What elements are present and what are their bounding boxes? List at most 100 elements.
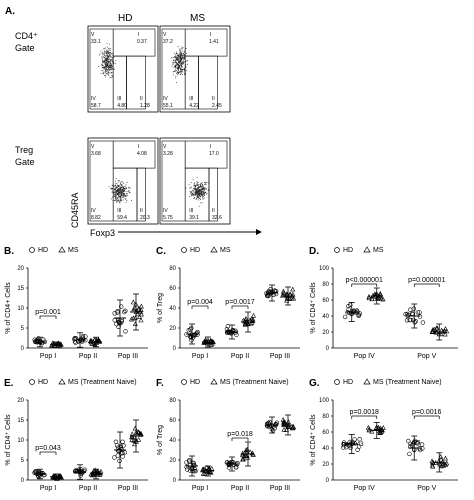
flow-event-dot <box>200 195 202 196</box>
flow-event-dot <box>108 63 110 65</box>
flow-event-dot <box>177 74 178 76</box>
flow-event-dot <box>175 75 177 77</box>
flow-event-dot <box>107 70 109 72</box>
flow-event-dot <box>110 188 111 190</box>
flow-event-dot <box>114 189 116 191</box>
data-point-hd <box>408 317 413 323</box>
flow-event-dot <box>181 54 182 55</box>
flow-event-dot <box>181 54 183 56</box>
flow-event-dot <box>112 59 113 61</box>
flow-event-dot <box>109 69 110 71</box>
flow-event-dot <box>110 65 112 66</box>
flow-event-dot <box>112 75 114 76</box>
flow-event-dot <box>193 187 195 189</box>
flow-event-dot <box>112 66 113 68</box>
flow-event-dot <box>182 58 184 60</box>
flow-event-dot <box>102 48 104 50</box>
flow-event-dot <box>119 186 121 188</box>
flow-event-dot <box>122 191 124 193</box>
data-point-hd <box>224 327 230 332</box>
gate-ii-value: 32.6 <box>212 215 222 221</box>
flow-event-dot <box>104 61 106 63</box>
flow-event-dot <box>109 61 111 63</box>
flow-event-dot <box>179 55 181 57</box>
flow-event-dot <box>195 185 197 187</box>
flow-event-dot <box>123 188 124 190</box>
flow-event-dot <box>181 57 183 58</box>
flow-event-dot <box>112 60 113 62</box>
flow-event-dot <box>182 74 184 75</box>
flow-event-dot <box>175 62 177 64</box>
gate-iii-value: 59.4 <box>117 215 127 221</box>
flow-event-dot <box>124 188 126 190</box>
flow-event-dot <box>110 56 112 57</box>
flow-event-dot <box>105 66 107 68</box>
flow-event-dot <box>114 189 116 191</box>
flow-event-dot <box>178 58 180 60</box>
flow-event-dot <box>115 190 117 192</box>
flow-event-dot <box>109 50 111 51</box>
data-point-hd <box>417 310 422 315</box>
flow-event-dot <box>122 191 123 193</box>
flow-event-dot <box>184 57 186 58</box>
flow-event-dot <box>179 66 181 68</box>
flow-event-dot <box>196 192 198 194</box>
flow-event-dot <box>179 52 181 54</box>
flow-event-dot <box>175 77 176 79</box>
flow-event-dot <box>105 52 107 54</box>
flow-event-dot <box>124 187 125 189</box>
inline-label: p=0.043 <box>342 442 365 448</box>
flow-event-dot <box>196 193 198 195</box>
flow-event-dot <box>113 196 115 198</box>
flow-event-dot <box>116 185 118 186</box>
data-point-ms <box>443 462 449 467</box>
flow-event-dot <box>101 65 103 66</box>
flow-event-dot <box>179 65 181 67</box>
data-point-hd <box>268 289 273 294</box>
flow-event-dot <box>109 76 111 78</box>
data-point-ms <box>437 461 443 467</box>
x-tick-label: Pop I <box>40 353 56 360</box>
y-tick-label: 15 <box>17 418 24 424</box>
flow-event-dot <box>179 62 181 64</box>
flow-event-dot <box>121 185 122 186</box>
flow-event-dot <box>180 66 182 68</box>
flow-event-dot <box>201 191 203 193</box>
flow-event-dot <box>178 61 180 63</box>
flow-event-dot <box>102 54 104 56</box>
gate-iii-label: III <box>117 96 121 102</box>
flow-event-dot <box>180 61 182 63</box>
flow-event-dot <box>111 75 113 77</box>
flow-event-dot <box>119 198 121 199</box>
flow-event-dot <box>117 185 119 187</box>
flow-event-dot <box>107 74 109 75</box>
flow-event-dot <box>182 71 183 73</box>
flow-event-dot <box>200 185 201 187</box>
flow-event-dot <box>115 197 117 199</box>
panel-letter: C. <box>156 246 166 257</box>
data-point-ms <box>438 331 444 337</box>
flow-event-dot <box>112 61 114 63</box>
flow-event-dot <box>172 57 174 58</box>
flow-event-dot <box>200 196 201 198</box>
flow-event-dot <box>115 193 117 195</box>
flow-event-dot <box>191 191 193 193</box>
flow-event-dot <box>115 184 116 186</box>
flow-event-dot <box>181 70 182 72</box>
legend-label: HD <box>190 379 200 386</box>
gate-i-label: I <box>210 144 211 150</box>
flow-event-dot <box>172 61 173 63</box>
y-tick-label: 60 <box>169 286 176 292</box>
data-point-ms <box>137 314 142 319</box>
y-tick-label: 60 <box>322 298 329 304</box>
flow-event-dot <box>176 53 177 54</box>
flow-event-dot <box>117 180 119 181</box>
flow-event-dot <box>104 71 106 73</box>
flow-event-dot <box>203 188 205 189</box>
legend-label: HD <box>343 379 353 386</box>
flow-event-dot <box>119 196 121 197</box>
flow-event-dot <box>106 65 108 67</box>
flow-event-dot <box>198 197 199 199</box>
flow-event-dot <box>114 194 116 196</box>
flow-event-dot <box>198 191 200 192</box>
